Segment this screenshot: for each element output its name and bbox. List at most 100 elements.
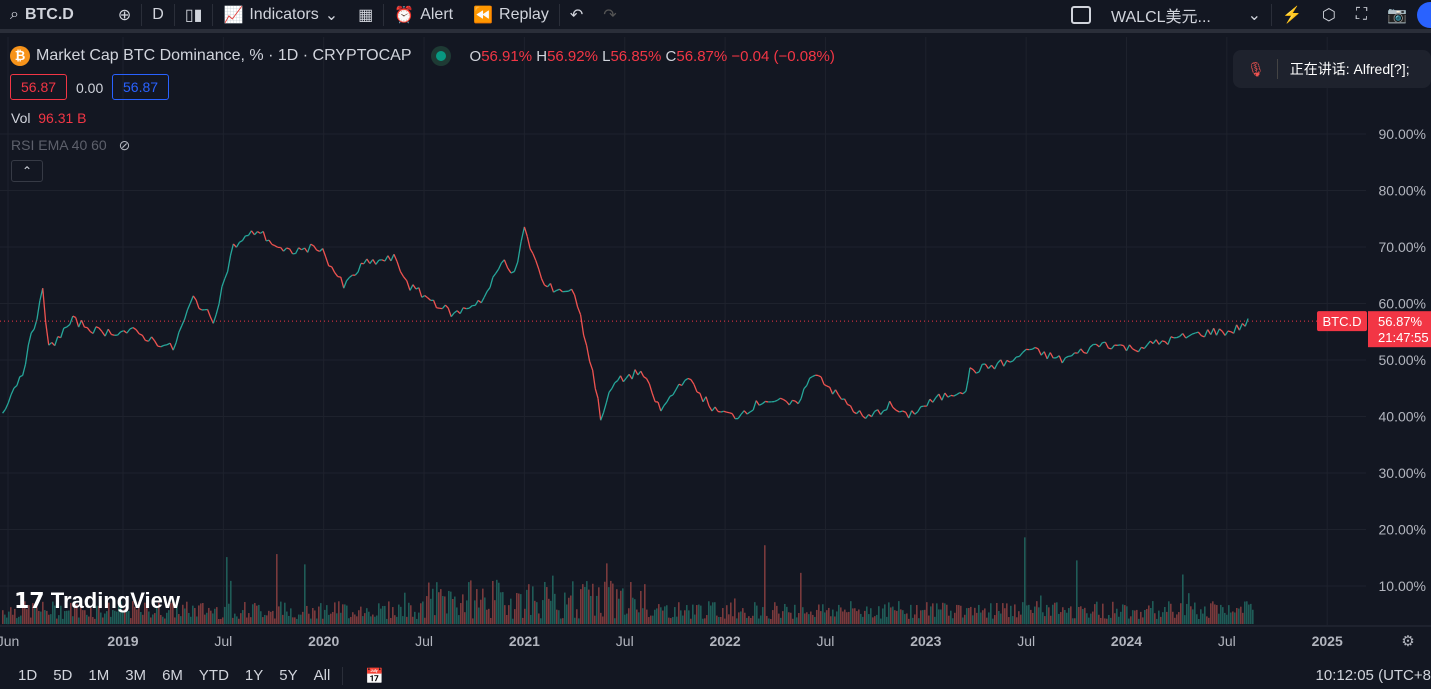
price-segment	[619, 375, 624, 383]
volume-bar	[952, 618, 954, 624]
volume-bar	[838, 604, 840, 624]
volume-bar	[1106, 618, 1108, 624]
price-segment	[310, 243, 314, 247]
volume-bar	[454, 596, 456, 624]
volume-legend[interactable]: Vol 96.31 B	[11, 110, 87, 126]
volume-bar	[1176, 614, 1178, 624]
alert-button[interactable]: ⏰ Alert	[394, 5, 454, 24]
price-segment	[1179, 333, 1184, 337]
x-tick-label: Jul	[415, 633, 433, 649]
y-tick-label: 40.00%	[1379, 409, 1426, 425]
range-1d[interactable]: 1D	[18, 667, 38, 684]
volume-bar	[1158, 610, 1160, 624]
undo-icon: ↶	[569, 6, 584, 24]
price-segment	[935, 393, 940, 399]
price-segment	[239, 240, 243, 243]
volume-bar	[1042, 612, 1044, 624]
volume-bar	[1010, 605, 1012, 624]
price-segment	[829, 387, 834, 395]
sell-price-box[interactable]: 56.87	[10, 74, 68, 100]
snapshot-button[interactable]: 📷	[1377, 0, 1417, 31]
volume-bar	[1218, 613, 1220, 624]
price-chart[interactable]: 90.00% 80.00% 70.00% 60.00% 50.00% 40.00% 30.0…	[0, 37, 1431, 657]
chart-type-button[interactable]: ▯▮	[175, 0, 213, 31]
clock[interactable]: 10:12:05 (UTC+8	[1315, 667, 1431, 684]
range-5y[interactable]: 5Y	[279, 667, 298, 684]
layout-select[interactable]: WALCL美元... ⌄	[1110, 6, 1261, 26]
chevron-down-icon: ⌄	[324, 6, 339, 24]
range-3m[interactable]: 3M	[125, 667, 147, 684]
volume-bar	[902, 610, 904, 624]
price-segment	[666, 396, 671, 403]
interval-button[interactable]: D	[152, 5, 164, 23]
y-tick-label: 30.00%	[1379, 465, 1426, 481]
undo-button[interactable]: ↶	[560, 0, 593, 31]
collapse-legend-button[interactable]: ⌃	[11, 160, 43, 182]
price-segment	[441, 304, 446, 310]
rsi-legend[interactable]: RSI EMA 40 60 ⊘	[11, 137, 131, 153]
volume-bar	[58, 615, 60, 624]
indicators-button[interactable]: 📈 Indicators ⌄	[223, 5, 339, 24]
price-segment	[1143, 344, 1148, 349]
range-all[interactable]: All	[313, 667, 331, 684]
volume-bar	[884, 604, 886, 624]
price-segment	[104, 328, 109, 337]
candles-icon: ▯▮	[184, 6, 203, 24]
volume-bar	[854, 608, 856, 624]
volume-bar	[1006, 603, 1008, 624]
series-title[interactable]: Market Cap BTC Dominance, % · 1D · CRYPT…	[36, 47, 412, 64]
hidden-eye-icon[interactable]: ⊘	[118, 137, 131, 153]
add-symbol-button[interactable]: ⊕	[108, 0, 141, 31]
price-segment	[92, 326, 97, 334]
price-segment	[215, 303, 220, 315]
volume-bar	[362, 616, 364, 624]
volume-bar	[1012, 616, 1014, 624]
price-segment	[480, 296, 485, 304]
symbol-search[interactable]: ⌕ BTC.D	[10, 5, 74, 23]
range-5d[interactable]: 5D	[53, 667, 73, 684]
buy-price-box[interactable]: 56.87	[112, 74, 170, 100]
quick-search-button[interactable]: ⚡	[1272, 0, 1312, 31]
price-segment	[956, 392, 961, 395]
volume-bar	[910, 604, 912, 624]
volume-bar	[182, 604, 184, 624]
price-segment	[456, 310, 461, 315]
range-6m[interactable]: 6M	[162, 667, 183, 684]
price-segment	[628, 373, 633, 380]
goto-date-button[interactable]: 📅	[342, 666, 400, 685]
price-segment	[349, 274, 353, 278]
y-tick-label: 80.00%	[1379, 183, 1426, 199]
volume-bar	[518, 593, 520, 624]
volume-bar	[1138, 618, 1140, 624]
volume-bar	[1184, 615, 1186, 624]
layouts-button[interactable]: ▦	[348, 0, 383, 31]
replay-button[interactable]: ⏪ Replay	[473, 5, 549, 24]
volume-bar	[318, 606, 320, 624]
publish-button[interactable]	[1417, 1, 1431, 28]
volume-bar	[6, 617, 8, 624]
redo-button[interactable]: ↷	[593, 0, 626, 31]
price-segment	[257, 231, 261, 234]
price-segment	[1015, 355, 1020, 358]
range-1m[interactable]: 1M	[88, 667, 110, 684]
volume-bar	[24, 601, 26, 624]
volume-bar	[564, 592, 566, 624]
volume-bar	[764, 545, 766, 624]
volume-bar	[1238, 608, 1240, 624]
range-ytd[interactable]: YTD	[198, 667, 229, 684]
price-segment	[806, 377, 811, 386]
volume-bar	[96, 605, 98, 624]
price-segment	[938, 393, 943, 401]
volume-bar	[368, 611, 370, 624]
volume-bar	[966, 608, 968, 624]
volume-bar	[1182, 574, 1184, 624]
layout-checkbox[interactable]	[1061, 0, 1101, 31]
settings-button[interactable]: ⬡	[1312, 0, 1346, 31]
volume-bar	[278, 606, 280, 624]
volume-bar	[256, 605, 258, 624]
fullscreen-button[interactable]: ⛶	[1346, 0, 1377, 31]
volume-bar	[562, 618, 564, 624]
volume-bar	[788, 612, 790, 624]
price-segment	[1049, 352, 1054, 359]
range-1y[interactable]: 1Y	[244, 667, 264, 684]
